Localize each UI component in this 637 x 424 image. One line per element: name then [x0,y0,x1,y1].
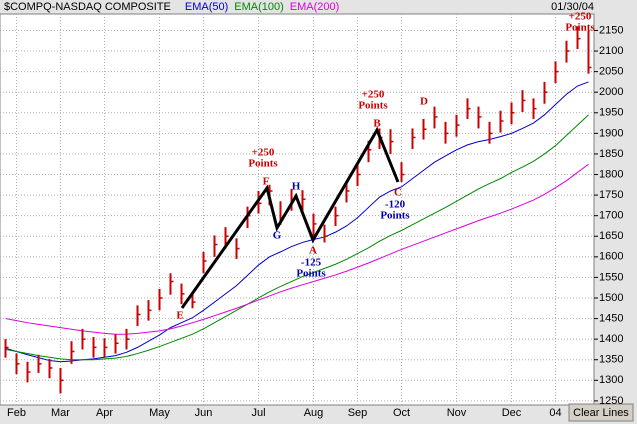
y-tick-label: 2050 [599,66,623,78]
ema-line [5,163,589,335]
x-tick-label: 04 [549,407,561,419]
legend-title: $COMPQ-NASDAQ COMPOSITE [4,1,171,13]
y-tick-label: 1700 [599,210,623,222]
annotation: E [176,310,183,322]
annotation: Points [296,268,326,280]
y-tick-label: 1350 [599,354,623,366]
annotation: A [309,245,317,257]
annotation: Points [380,210,410,222]
clear-lines-label[interactable]: Clear Lines [573,407,629,419]
x-tick-label: May [149,407,170,419]
ema-line [5,114,589,361]
legend-entry: EMA(50) [185,1,228,13]
ema-line [5,81,589,363]
annotation: Points [565,22,595,34]
y-tick-label: 1850 [599,148,623,160]
annotation: D [420,96,428,108]
y-tick-label: 1400 [599,333,623,345]
y-tick-label: 1300 [599,374,623,386]
x-tick-label: Feb [7,407,26,419]
annotation: C [394,187,402,199]
x-tick-label: Aug [304,407,324,419]
annotation: +250 [569,11,592,23]
annotation: +250 [362,89,385,101]
annotation: F [263,176,270,188]
y-tick-label: 1250 [599,395,623,407]
x-tick-label: Mar [51,407,70,419]
y-tick-label: 1900 [599,127,623,139]
x-tick-label: Jun [195,407,213,419]
annotation: Points [248,158,278,170]
annotation: -125 [301,257,322,269]
annotation: Points [358,100,388,112]
y-tick-label: 1600 [599,251,623,263]
x-tick-label: Sep [348,407,368,419]
y-tick-label: 1550 [599,271,623,283]
legend-entry: EMA(100) [234,1,284,13]
x-tick-label: Dec [502,407,522,419]
clear-lines-button[interactable] [568,403,634,422]
annotation: +250 [252,147,275,159]
legend-entry: EMA(200) [290,1,340,13]
y-tick-label: 2000 [599,86,623,98]
x-tick-label: Nov [447,407,467,419]
x-tick-label: Oct [393,407,410,419]
y-tick-label: 1450 [599,312,623,324]
date-label: 01/30/04 [551,1,594,13]
y-tick-label: 1950 [599,107,623,119]
annotation: B [373,118,381,130]
x-tick-label: Apr [96,407,113,419]
y-tick-label: 2150 [599,24,623,36]
y-tick-label: 2100 [599,45,623,57]
trend-line [180,126,400,309]
annotation: H [292,181,301,193]
x-tick-label: Jul [251,407,265,419]
y-tick-label: 1750 [599,189,623,201]
y-tick-label: 1500 [599,292,623,304]
y-tick-label: 1650 [599,230,623,242]
annotation: G [273,230,282,242]
y-tick-label: 1800 [599,168,623,180]
plot-area [0,13,595,406]
annotation: -120 [385,199,406,211]
